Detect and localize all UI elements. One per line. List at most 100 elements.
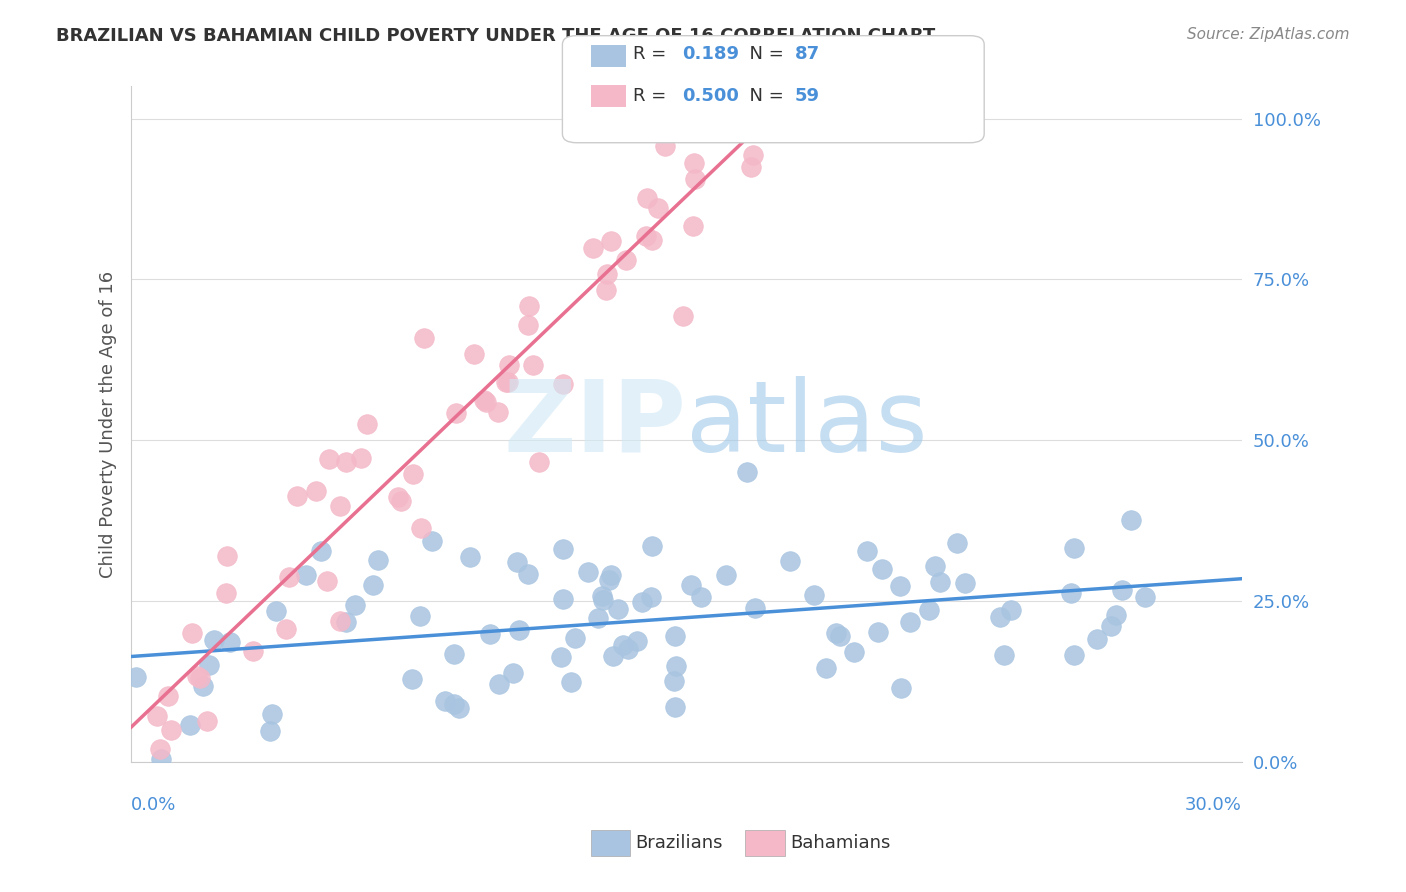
- Point: [190, 672, 212, 686]
- Point: [215, 549, 238, 563]
- Point: [527, 455, 550, 469]
- Point: [553, 376, 575, 391]
- Point: [517, 318, 540, 332]
- Point: [344, 598, 367, 612]
- Point: [626, 634, 648, 648]
- Text: R =: R =: [633, 45, 672, 62]
- Point: [259, 724, 281, 739]
- Point: [318, 451, 340, 466]
- Point: [401, 672, 423, 686]
- Point: [953, 575, 976, 590]
- Point: [149, 752, 172, 766]
- Point: [664, 700, 686, 714]
- Point: [690, 590, 713, 604]
- Point: [517, 566, 540, 581]
- Text: 87: 87: [794, 45, 820, 62]
- Point: [630, 595, 652, 609]
- Point: [159, 723, 181, 738]
- Point: [335, 455, 357, 469]
- Point: [560, 675, 582, 690]
- Point: [842, 645, 865, 659]
- Point: [946, 536, 969, 550]
- Point: [602, 649, 624, 664]
- Point: [988, 610, 1011, 624]
- Point: [478, 627, 501, 641]
- Point: [721, 112, 744, 126]
- Point: [389, 494, 412, 508]
- Point: [422, 533, 444, 548]
- Point: [814, 661, 837, 675]
- Point: [614, 252, 637, 267]
- Text: R =: R =: [633, 87, 672, 105]
- Point: [146, 709, 169, 723]
- Point: [434, 694, 457, 708]
- Point: [449, 700, 471, 714]
- Point: [498, 358, 520, 372]
- Text: Bahamians: Bahamians: [790, 834, 890, 852]
- Point: [219, 634, 242, 648]
- Point: [553, 592, 575, 607]
- Point: [149, 742, 172, 756]
- Text: N =: N =: [738, 87, 790, 105]
- Point: [870, 562, 893, 576]
- Point: [641, 233, 664, 247]
- Point: [607, 602, 630, 616]
- Point: [266, 604, 288, 618]
- Point: [586, 611, 609, 625]
- Point: [716, 568, 738, 582]
- Point: [361, 578, 384, 592]
- Point: [1060, 586, 1083, 600]
- Text: 0.500: 0.500: [682, 87, 738, 105]
- Point: [591, 589, 613, 603]
- Point: [488, 677, 510, 691]
- Point: [502, 665, 524, 680]
- Point: [316, 574, 339, 588]
- Point: [486, 405, 509, 419]
- Point: [634, 229, 657, 244]
- Point: [898, 615, 921, 629]
- Point: [740, 160, 762, 174]
- Text: Source: ZipAtlas.com: Source: ZipAtlas.com: [1187, 27, 1350, 42]
- Point: [733, 118, 755, 132]
- Point: [1063, 541, 1085, 555]
- Text: 59: 59: [794, 87, 820, 105]
- Point: [683, 172, 706, 186]
- Point: [1099, 618, 1122, 632]
- Y-axis label: Child Poverty Under the Age of 16: Child Poverty Under the Age of 16: [100, 271, 117, 578]
- Point: [195, 714, 218, 729]
- Point: [508, 623, 530, 637]
- Point: [285, 489, 308, 503]
- Point: [683, 112, 706, 126]
- Point: [683, 156, 706, 170]
- Point: [664, 629, 686, 643]
- Point: [1000, 602, 1022, 616]
- Point: [679, 577, 702, 591]
- Text: 30.0%: 30.0%: [1185, 796, 1241, 814]
- Point: [672, 309, 695, 323]
- Point: [305, 483, 328, 498]
- Point: [278, 569, 301, 583]
- Point: [640, 590, 662, 604]
- Point: [443, 647, 465, 661]
- Point: [458, 549, 481, 564]
- Point: [779, 554, 801, 568]
- Point: [592, 592, 614, 607]
- Point: [918, 603, 941, 617]
- Point: [311, 544, 333, 558]
- Text: ZIP: ZIP: [503, 376, 686, 473]
- Point: [598, 573, 620, 587]
- Point: [409, 608, 432, 623]
- Point: [215, 586, 238, 600]
- Point: [803, 588, 825, 602]
- Point: [262, 707, 284, 722]
- Point: [617, 642, 640, 657]
- Point: [125, 670, 148, 684]
- Point: [350, 450, 373, 465]
- Text: atlas: atlas: [686, 376, 928, 473]
- Point: [463, 347, 485, 361]
- Point: [198, 657, 221, 672]
- Point: [744, 601, 766, 615]
- Text: N =: N =: [738, 45, 790, 62]
- Point: [496, 376, 519, 390]
- Point: [444, 406, 467, 420]
